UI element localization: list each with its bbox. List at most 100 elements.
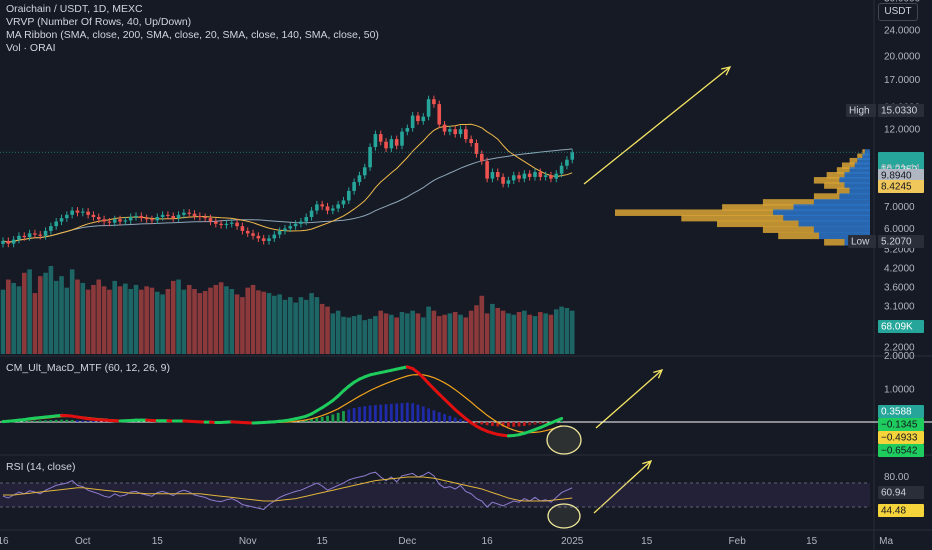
volume-bar bbox=[208, 287, 213, 354]
volume-bar bbox=[139, 289, 144, 354]
candle-body bbox=[166, 214, 170, 216]
rsi-band bbox=[0, 483, 870, 507]
price-target-arrow-head bbox=[721, 66, 732, 76]
vrvp-legend[interactable]: VRVP (Number Of Rows, 40, Up/Down) bbox=[6, 16, 192, 28]
vrvp-up-bar bbox=[839, 177, 870, 184]
volume-bar bbox=[394, 317, 399, 354]
currency-button[interactable]: USDT bbox=[878, 3, 918, 21]
candle-body bbox=[480, 153, 484, 162]
vrvp-down-bar bbox=[824, 239, 845, 246]
macd-histogram-bar bbox=[538, 422, 542, 424]
macd-histogram-bar bbox=[326, 415, 329, 422]
rsi-legend[interactable]: RSI (14, close) bbox=[6, 461, 76, 473]
candle-body bbox=[235, 222, 239, 227]
macd-histogram-bar bbox=[517, 422, 521, 427]
volume-bar bbox=[48, 266, 54, 354]
volume-bar bbox=[442, 314, 447, 354]
ma-ribbon-legend[interactable]: MA Ribbon (SMA, close, 200, SMA, close, … bbox=[6, 29, 379, 41]
macd-histogram-bar bbox=[379, 404, 383, 422]
time-axis-label: Feb bbox=[729, 536, 747, 547]
macd-histogram-bar bbox=[134, 421, 138, 422]
vrvp-up-bar bbox=[844, 182, 870, 189]
volume-bar bbox=[6, 279, 11, 354]
volume-bar bbox=[144, 286, 149, 354]
volume-bar bbox=[250, 284, 256, 354]
macd-histogram-bar bbox=[544, 422, 548, 424]
volume-bar bbox=[383, 313, 389, 354]
macd-histogram-bar bbox=[496, 422, 500, 427]
macd-histogram-bar bbox=[507, 422, 510, 427]
volume-bar bbox=[436, 316, 442, 354]
candle-body bbox=[416, 115, 420, 122]
candle-body bbox=[107, 221, 112, 223]
volume-bar bbox=[426, 306, 431, 354]
volume-bar bbox=[452, 312, 458, 354]
candle-body bbox=[394, 139, 399, 146]
candle-body bbox=[219, 223, 223, 225]
volume-bar bbox=[548, 314, 554, 354]
volume-bar bbox=[85, 289, 91, 354]
macd-histogram-bar bbox=[427, 408, 430, 422]
macd-histogram-bar bbox=[342, 411, 345, 422]
volume-bar bbox=[186, 284, 192, 354]
volume-bar bbox=[378, 310, 384, 354]
candle-body bbox=[495, 172, 500, 177]
volume-bar bbox=[559, 306, 564, 354]
low-label-bg bbox=[848, 235, 876, 248]
price-tick-label: 30.0000 bbox=[884, 0, 921, 5]
macd-histogram-bar bbox=[389, 403, 393, 422]
macd-badge-bg bbox=[878, 431, 924, 444]
volume-bar bbox=[415, 313, 421, 354]
macd-histogram-bar bbox=[336, 412, 340, 422]
vrvp-down-bar bbox=[722, 204, 794, 211]
macd-tick-label: 2.0000 bbox=[884, 351, 915, 362]
volume-bar bbox=[128, 289, 133, 354]
volume-bar bbox=[112, 280, 118, 354]
candle-body bbox=[70, 210, 74, 215]
candle-body bbox=[245, 230, 250, 234]
volume-bar bbox=[197, 293, 203, 354]
candle-body bbox=[442, 124, 447, 132]
price-tick-label: 7.0000 bbox=[884, 202, 915, 213]
vrvp-up-bar bbox=[849, 187, 870, 195]
price-tick-label: 17.0000 bbox=[884, 75, 921, 86]
macd-legend[interactable]: CM_Ult_MacD_MTF (60, 12, 26, 9) bbox=[6, 362, 170, 374]
candle-body bbox=[325, 206, 330, 211]
macd-histogram-bar bbox=[304, 419, 308, 422]
volume-bar bbox=[346, 317, 352, 354]
macd-histogram-bar bbox=[38, 420, 42, 422]
volume-bar bbox=[479, 295, 485, 354]
candle-body bbox=[362, 167, 367, 176]
time-axis-label: 16 bbox=[482, 536, 494, 547]
candle-body bbox=[11, 239, 16, 244]
vrvp-down-bar bbox=[826, 172, 845, 179]
volume-bar bbox=[21, 272, 27, 354]
candle-body bbox=[176, 214, 181, 219]
candle-body bbox=[320, 204, 324, 207]
candle-body bbox=[501, 176, 505, 184]
price-tick-label: 5.2000 bbox=[884, 245, 915, 256]
volume-legend[interactable]: Vol · ORAI bbox=[6, 42, 56, 54]
volume-bar bbox=[160, 294, 165, 354]
macd-histogram-bar bbox=[44, 420, 47, 422]
volume-bar bbox=[490, 303, 495, 354]
candle-body bbox=[128, 217, 133, 221]
vrvp-up-bar bbox=[798, 220, 870, 228]
time-axis-label: 15 bbox=[641, 536, 653, 547]
candle-body bbox=[272, 234, 277, 239]
chart-title: Oraichain / USDT, 1D, MEXC bbox=[6, 3, 143, 15]
candle-body bbox=[49, 226, 53, 231]
volume-bar bbox=[154, 291, 160, 354]
macd-histogram-bar bbox=[512, 422, 516, 427]
volume-bar bbox=[309, 293, 314, 354]
macd-histogram-bar bbox=[92, 421, 95, 422]
candle-body bbox=[65, 214, 69, 219]
macd-histogram-bar bbox=[395, 403, 399, 422]
volume-bar bbox=[564, 307, 570, 354]
volume-bar bbox=[123, 283, 128, 354]
candle-body bbox=[437, 104, 442, 125]
vrvp-up-bar bbox=[857, 157, 870, 165]
vrvp-down-bar bbox=[813, 193, 840, 200]
vrvp-up-bar bbox=[864, 149, 870, 156]
